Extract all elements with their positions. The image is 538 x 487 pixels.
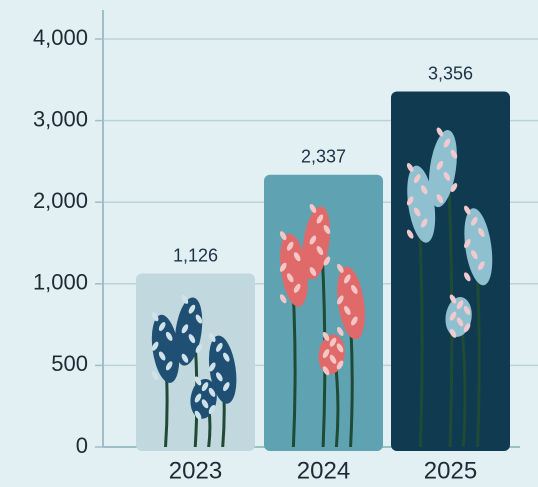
page: {"chart_data": {"type": "bar", "categori…	[0, 0, 538, 487]
y-tick-label: 3,000	[33, 106, 88, 131]
y-tick-label: 0	[76, 433, 88, 458]
value-label: 2,337	[301, 146, 346, 166]
x-tick-label: 2023	[169, 457, 222, 484]
x-tick-label: 2025	[424, 457, 477, 484]
y-tick-label: 4,000	[33, 25, 88, 50]
x-tick-label: 2024	[297, 457, 350, 484]
value-label: 3,356	[428, 63, 473, 83]
value-label: 1,126	[173, 245, 218, 265]
y-tick-label: 1,000	[33, 270, 88, 295]
chart: 0 500 1,000 2,000 3,000 4,000 1,126 2023 2,337 20…	[0, 0, 538, 487]
y-tick-label: 500	[51, 351, 88, 376]
y-tick-label: 2,000	[33, 188, 88, 213]
